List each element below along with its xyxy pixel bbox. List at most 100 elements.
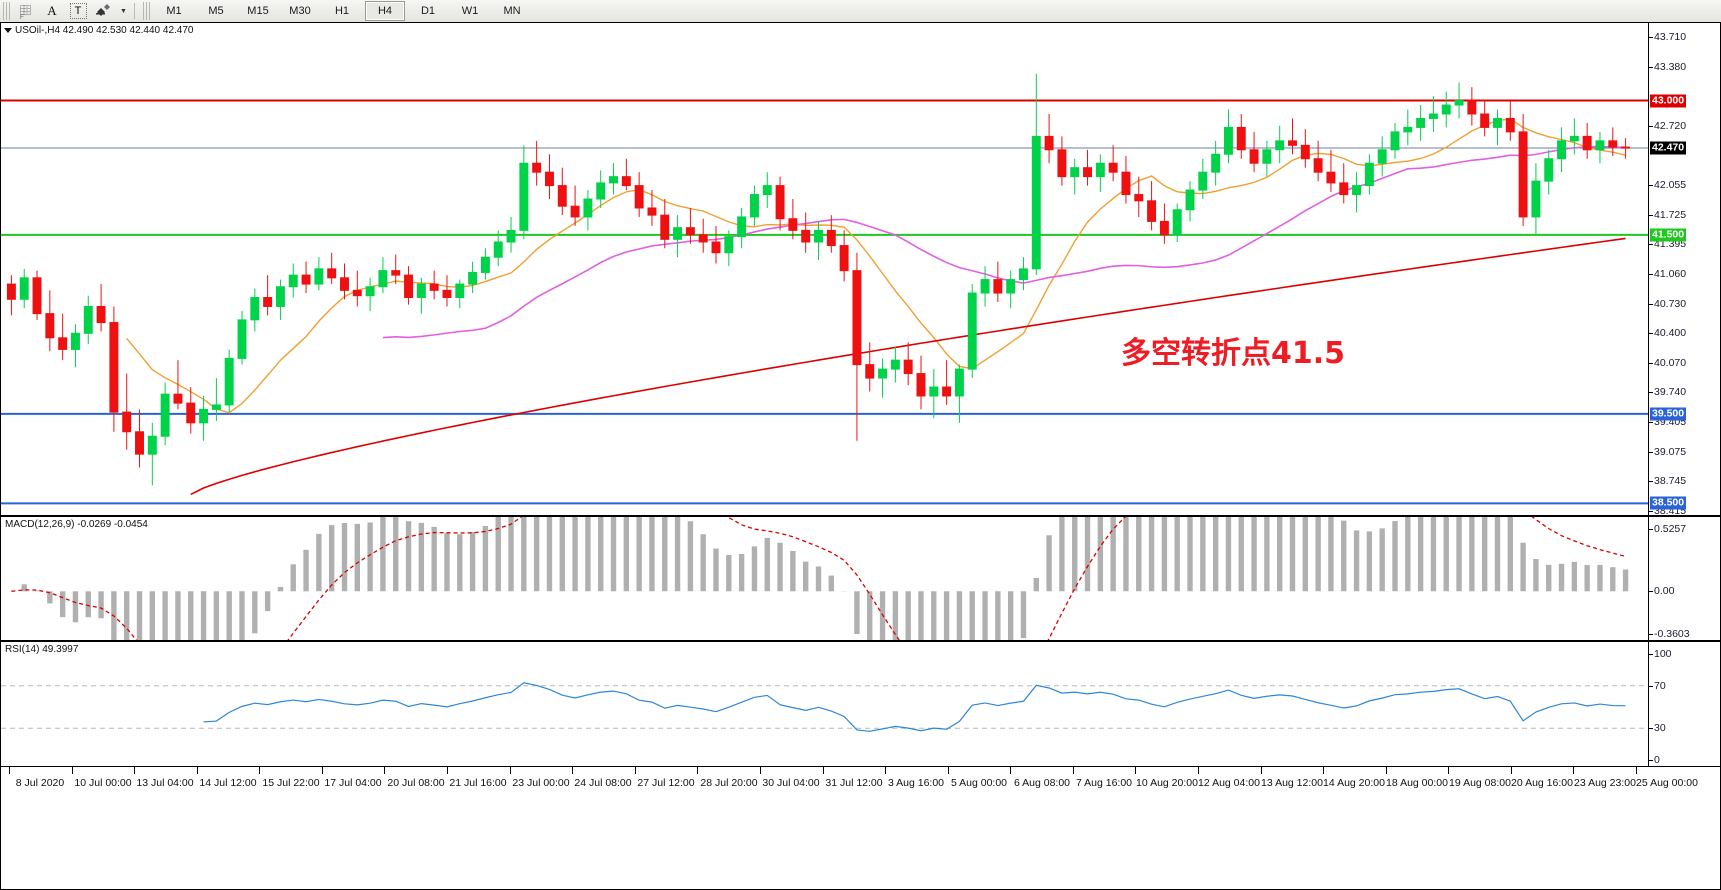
- time-tick-mark: [823, 767, 824, 774]
- time-tick-mark: [1636, 767, 1637, 774]
- time-tick-label: 10 Aug 20:00: [1136, 777, 1198, 789]
- time-tick-label: 28 Jul 20:00: [700, 777, 758, 789]
- price-tick-label: 42.720: [1654, 119, 1687, 132]
- time-tick-mark: [259, 767, 260, 774]
- price-tick-label: 42.055: [1654, 179, 1687, 192]
- price-tag-38-500[interactable]: 38.500: [1650, 496, 1687, 510]
- symbol-collapse-caret-icon[interactable]: [4, 28, 12, 33]
- time-tick-label: 20 Jul 08:00: [387, 777, 445, 789]
- macd-tick-mark: [1649, 529, 1653, 530]
- time-axis[interactable]: 8 Jul 2020 10 Jul 00:00 13 Jul 04:00 14 Jul…: [0, 767, 1721, 890]
- time-tick-mark: [447, 767, 448, 774]
- time-tick-mark: [322, 767, 323, 774]
- chart-annotation[interactable]: 多空转折点41.5: [1121, 336, 1346, 371]
- time-tick-label: 20 Aug 16:00: [1511, 777, 1573, 789]
- price-tick-mark: [1649, 511, 1653, 512]
- time-tick-mark: [1386, 767, 1387, 774]
- price-tick-label: 41.725: [1654, 208, 1687, 221]
- chart-toolbar: F A T ▼ M1 M5 M15 M30 H1 H4 D1 W1 MN: [0, 0, 1721, 23]
- time-tick-label: 13 Aug 12:00: [1261, 777, 1323, 789]
- text-label-icon[interactable]: A: [47, 3, 57, 18]
- price-series-svg: [1, 73, 1648, 505]
- rsi-tick-mark: [1649, 654, 1653, 655]
- macd-axis[interactable]: 0.5257 0.00 -0.3603: [1648, 517, 1720, 640]
- time-tick-mark: [948, 767, 949, 774]
- price-plot[interactable]: 多空转折点41.5: [1, 23, 1648, 515]
- macd-tick-mark: [1649, 634, 1653, 635]
- time-tick-mark: [572, 767, 573, 774]
- price-tick-mark: [1649, 274, 1653, 276]
- text-box-icon[interactable]: T: [65, 1, 91, 21]
- price-tag-43-000[interactable]: 43.000: [1650, 94, 1687, 108]
- timeframe-m1[interactable]: M1: [166, 5, 182, 17]
- timeframe-mn[interactable]: MN: [503, 5, 521, 17]
- macd-plot[interactable]: [1, 517, 1648, 640]
- price-tick-label: 39.075: [1654, 445, 1687, 458]
- time-tick-label: 31 Jul 12:00: [825, 777, 883, 789]
- timeframe-d1[interactable]: D1: [420, 5, 436, 17]
- time-tick-mark: [697, 767, 698, 774]
- time-tick-label: 14 Jul 12:00: [199, 777, 257, 789]
- time-tick-label: 27 Jul 12:00: [637, 777, 695, 789]
- rsi-tick-label: 30: [1654, 722, 1666, 735]
- price-tick-label: 43.380: [1654, 60, 1687, 73]
- time-tick-label: 5 Aug 00:00: [950, 777, 1008, 789]
- chart-canvas-area[interactable]: USOil-,H4 42.490 42.530 42.440 42.470 多空…: [0, 22, 1721, 890]
- timeframe-h1[interactable]: H1: [334, 5, 350, 17]
- price-tick-mark: [1649, 214, 1653, 216]
- price-tick-label: 38.745: [1654, 475, 1687, 488]
- timeframe-w1[interactable]: W1: [461, 5, 479, 17]
- time-tick-mark: [134, 767, 135, 774]
- price-tag-41-500[interactable]: 41.500: [1650, 228, 1687, 242]
- rsi-tick-mark: [1649, 760, 1653, 761]
- rsi-plot[interactable]: [1, 642, 1648, 766]
- price-tick-label: 40.400: [1654, 327, 1687, 340]
- rsi-tick-label: 100: [1654, 648, 1672, 660]
- time-tick-mark: [1135, 767, 1136, 774]
- symbol-ohlc-label: USOil-,H4 42.490 42.530 42.440 42.470: [15, 25, 194, 36]
- time-tick-mark: [1511, 767, 1512, 774]
- price-tick-label: 41.060: [1654, 268, 1687, 281]
- rsi-series-svg: [1, 682, 1648, 732]
- shapes-icon[interactable]: [91, 1, 117, 21]
- price-tick-mark: [1649, 392, 1653, 394]
- timeframe-m30[interactable]: M30: [289, 5, 311, 17]
- time-tick-mark: [72, 767, 73, 774]
- time-tick-label: 6 Aug 08:00: [1013, 777, 1071, 789]
- timeframe-m5[interactable]: M5: [208, 5, 224, 17]
- time-tick-label: 8 Jul 2020: [15, 777, 65, 789]
- svg-text:F: F: [20, 15, 24, 19]
- time-tick-label: 30 Jul 04:00: [762, 777, 820, 789]
- time-tick-label: 23 Aug 23:00: [1574, 777, 1636, 789]
- rsi-pane[interactable]: RSI(14) 49.3997 100 70 30 0: [0, 641, 1721, 767]
- price-tick-mark: [1649, 185, 1653, 187]
- time-tick-mark: [885, 767, 886, 774]
- price-tick-mark: [1649, 37, 1653, 38]
- rsi-tick-label: 0: [1654, 754, 1660, 766]
- macd-tick-label: 0.5257: [1654, 523, 1687, 535]
- macd-tick-label: 0.00: [1654, 585, 1675, 598]
- price-tick-label: 43.710: [1654, 31, 1687, 43]
- price-tag-42-470[interactable]: 42.470: [1650, 141, 1687, 155]
- time-tick-label: 19 Aug 08:00: [1449, 777, 1511, 789]
- rsi-axis[interactable]: 100 70 30 0: [1648, 642, 1720, 766]
- timeframe-drag-handle[interactable]: [143, 2, 151, 20]
- toolbar-divider: [134, 3, 135, 19]
- time-tick-label: 17 Jul 04:00: [324, 777, 382, 789]
- price-axis[interactable]: 43.710 43.380 42.720 42.055 41.725 41.395 41.0…: [1648, 23, 1720, 517]
- time-tick-mark: [760, 767, 761, 774]
- toolbar-drag-handle[interactable]: [3, 2, 11, 20]
- shapes-dropdown-caret-icon[interactable]: ▼: [120, 7, 127, 15]
- rsi-tick-mark: [1649, 728, 1653, 730]
- crosshair-grid-icon[interactable]: F: [13, 1, 39, 21]
- time-tick-mark: [1573, 767, 1574, 774]
- price-tick-label: 39.740: [1654, 386, 1687, 399]
- price-tag-39-500[interactable]: 39.500: [1650, 407, 1687, 421]
- time-tick-label: 3 Aug 16:00: [887, 777, 945, 789]
- timeframe-m15[interactable]: M15: [247, 5, 269, 17]
- rsi-tick-mark: [1649, 685, 1653, 687]
- price-pane[interactable]: USOil-,H4 42.490 42.530 42.440 42.470 多空…: [0, 22, 1721, 517]
- timeframe-h4[interactable]: H4: [365, 1, 405, 21]
- macd-pane[interactable]: MACD(12,26,9) -0.0269 -0.0454 0.5257 0.00…: [0, 516, 1721, 641]
- time-tick-mark: [1261, 767, 1262, 774]
